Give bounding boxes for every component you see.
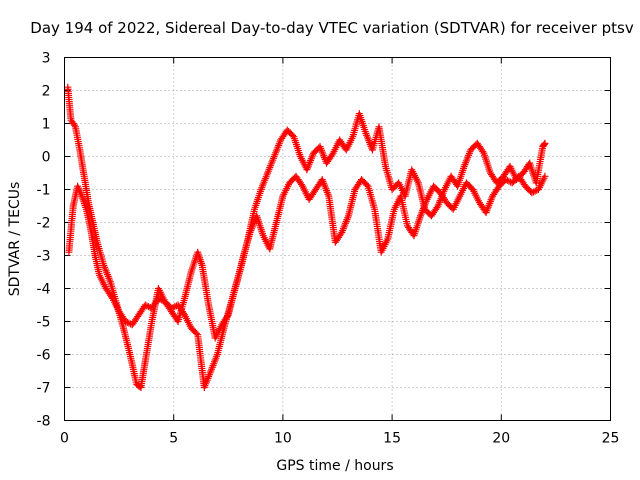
data-point: [70, 121, 78, 129]
data-point: [503, 176, 511, 184]
x-tick-label: 5: [169, 431, 178, 447]
x-tick-label: 20: [492, 431, 510, 447]
data-point: [143, 302, 151, 310]
data-point: [528, 189, 536, 197]
data-point: [168, 304, 176, 312]
y-tick-label: -6: [37, 348, 51, 364]
data-point: [192, 329, 200, 337]
y-axis-label: SDTVAR / TECUs: [7, 182, 23, 297]
data-point: [530, 188, 538, 196]
data-point: [479, 148, 487, 156]
data-point: [541, 172, 549, 180]
data-point: [297, 181, 305, 189]
y-tick-label: -3: [37, 249, 51, 265]
y-tick-label: 2: [42, 84, 51, 100]
y-tick-label: -8: [37, 414, 51, 430]
data-point: [158, 296, 166, 304]
data-point: [541, 139, 549, 147]
series-track-a: [64, 83, 549, 391]
chart-title: Day 194 of 2022, Sidereal Day-to-day VTE…: [30, 19, 634, 37]
data-point: [531, 187, 539, 195]
y-tick-label: -1: [37, 183, 51, 199]
x-tick-label: 0: [60, 431, 69, 447]
plot-frame: [64, 57, 611, 421]
y-tick-label: 1: [42, 117, 51, 133]
tick-labels: 0 5 10 15 20 25 -8 -7 -6 -5 -4 -3 -2 -1 0 1 2 3: [37, 51, 620, 447]
data-point: [123, 318, 131, 326]
data-point: [154, 294, 162, 302]
data-point: [156, 295, 164, 303]
data-point: [328, 151, 336, 159]
y-tick-label: -5: [37, 315, 51, 331]
grid-lines: [64, 57, 611, 421]
data-point: [502, 176, 510, 184]
series-track-b: [65, 172, 549, 391]
data-point: [122, 318, 130, 325]
y-tick-label: 0: [42, 150, 51, 166]
y-tick-label: 3: [42, 51, 51, 67]
data-point: [180, 309, 188, 317]
data-point: [169, 303, 177, 311]
data-point: [107, 293, 115, 301]
y-tick-label: -4: [37, 282, 51, 298]
x-axis-label: GPS time / hours: [276, 458, 393, 474]
x-tick-label: 25: [602, 431, 620, 447]
x-tick-label: 10: [274, 431, 292, 447]
y-tick-label: -2: [37, 216, 51, 232]
y-tick-label: -7: [37, 381, 51, 397]
x-tick-label: 15: [383, 431, 401, 447]
data-points: [64, 83, 549, 391]
data-point: [141, 301, 149, 309]
